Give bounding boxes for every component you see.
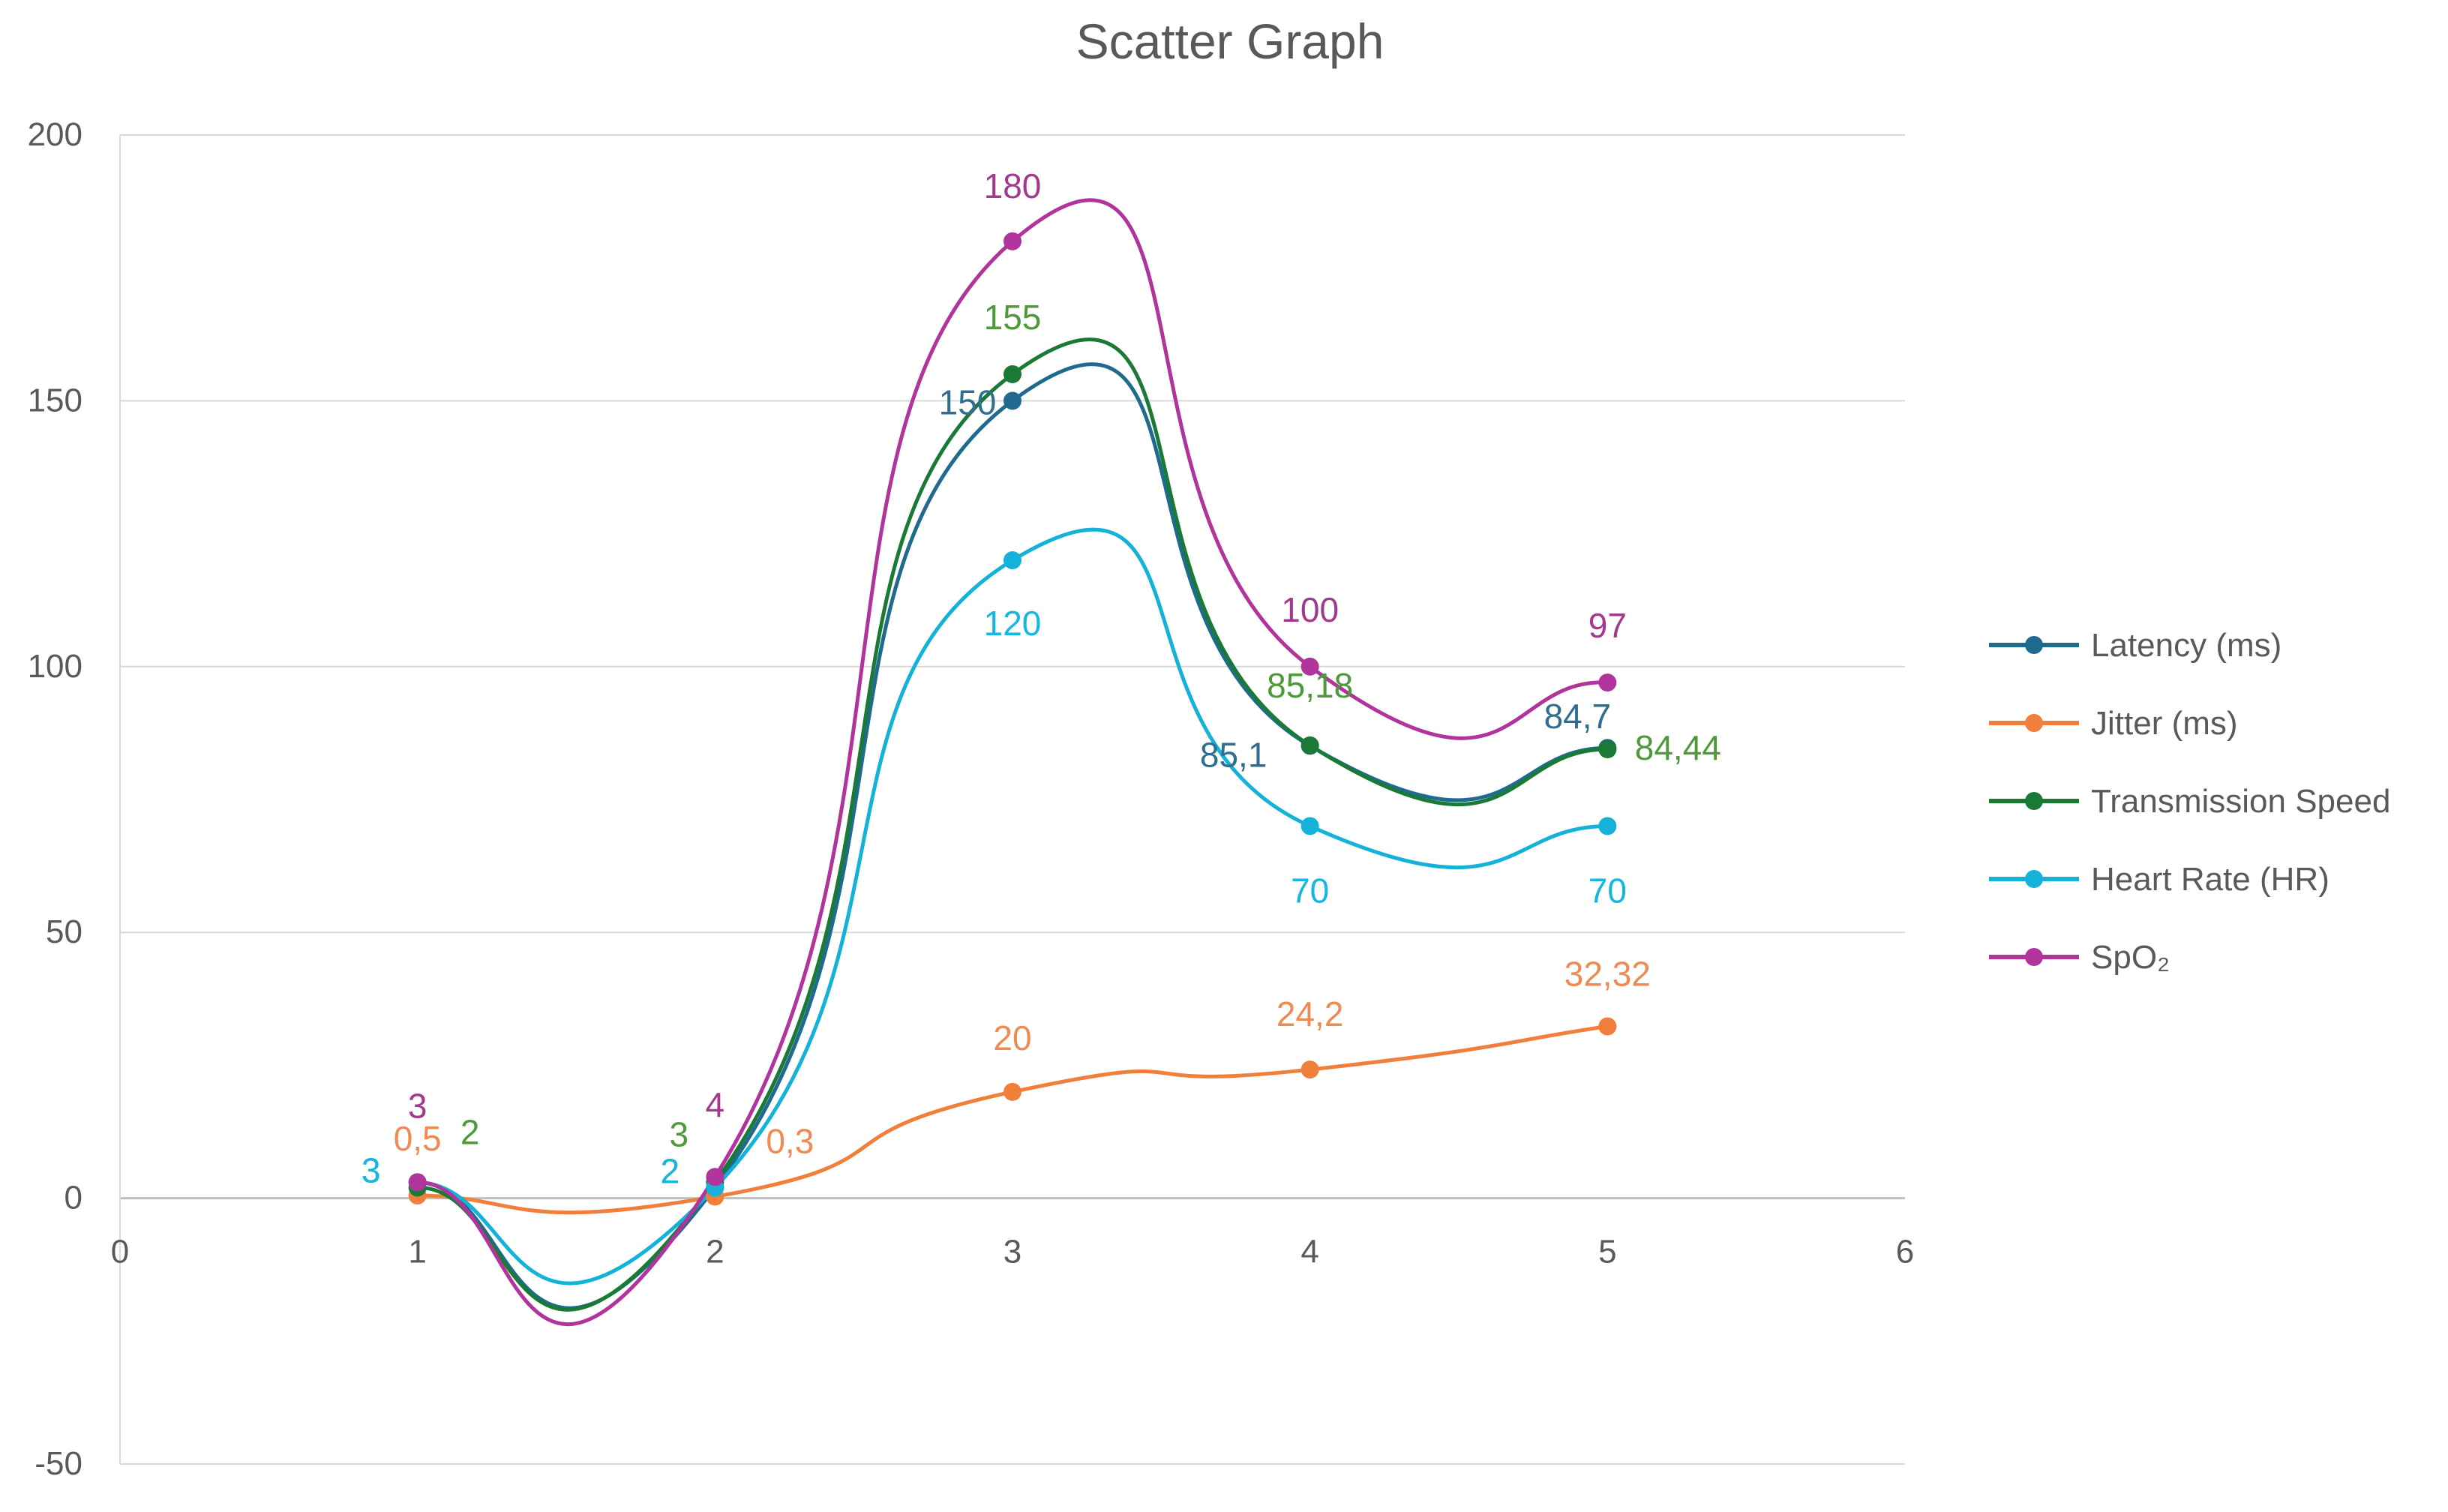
data-point bbox=[1300, 1060, 1319, 1079]
data-point bbox=[1004, 392, 1022, 410]
data-label: 70 bbox=[1291, 871, 1329, 910]
x-tick-label: 6 bbox=[1896, 1234, 1914, 1270]
y-tick-label: 200 bbox=[28, 116, 82, 153]
legend-label: Heart Rate (HR) bbox=[2091, 861, 2330, 898]
y-tick-label: 50 bbox=[46, 914, 82, 950]
legend-label: SpO₂ bbox=[2091, 939, 2170, 976]
x-tick-label: 0 bbox=[111, 1234, 129, 1270]
data-label: 84,44 bbox=[1635, 728, 1721, 767]
series-line-4 bbox=[417, 198, 1608, 1326]
data-point bbox=[1004, 232, 1022, 250]
data-label: 24,2 bbox=[1276, 994, 1344, 1034]
legend-marker bbox=[2025, 636, 2043, 654]
data-label: 97 bbox=[1588, 606, 1627, 645]
data-point bbox=[1300, 817, 1319, 836]
series-line-3 bbox=[417, 527, 1608, 1286]
data-point bbox=[1004, 551, 1022, 570]
series-line-0 bbox=[417, 362, 1608, 1310]
data-label: 3 bbox=[362, 1150, 381, 1190]
legend-marker bbox=[2025, 870, 2043, 888]
data-point bbox=[1598, 740, 1617, 759]
data-label: 100 bbox=[1281, 590, 1339, 629]
data-label: 2 bbox=[460, 1112, 480, 1151]
data-label: 155 bbox=[984, 298, 1042, 337]
x-tick-label: 3 bbox=[1004, 1234, 1022, 1270]
data-label: 2 bbox=[661, 1151, 680, 1190]
y-tick-label: 0 bbox=[64, 1180, 82, 1216]
data-label: 120 bbox=[984, 604, 1042, 643]
data-label: 85,1 bbox=[1200, 735, 1268, 774]
data-point bbox=[1004, 364, 1022, 383]
data-point bbox=[1300, 657, 1319, 676]
x-tick-label: 5 bbox=[1598, 1234, 1616, 1270]
chart-title: Scatter Graph bbox=[1076, 14, 1384, 69]
legend-label: Jitter (ms) bbox=[2091, 705, 2238, 742]
data-label: 20 bbox=[993, 1018, 1031, 1058]
data-point bbox=[408, 1173, 427, 1192]
series-points bbox=[408, 232, 1617, 1206]
data-label: 3 bbox=[362, 1150, 381, 1190]
legend-marker bbox=[2025, 792, 2043, 810]
legend-label: Latency (ms) bbox=[2091, 627, 2282, 664]
series-line-2 bbox=[417, 338, 1608, 1312]
data-label: 2 bbox=[661, 1151, 680, 1190]
y-tick-label: -50 bbox=[34, 1445, 82, 1482]
x-tick-label: 1 bbox=[408, 1234, 426, 1270]
data-label: 3 bbox=[408, 1086, 428, 1125]
data-label: 0,5 bbox=[394, 1119, 442, 1158]
data-point bbox=[1598, 817, 1617, 836]
data-label: 180 bbox=[984, 166, 1042, 206]
x-tick-label: 4 bbox=[1300, 1234, 1318, 1270]
y-tick-label: 100 bbox=[28, 648, 82, 685]
data-point bbox=[1598, 1017, 1617, 1036]
data-point bbox=[1598, 674, 1617, 692]
legend-marker bbox=[2025, 948, 2043, 966]
data-label: 84,7 bbox=[1544, 697, 1612, 736]
data-point bbox=[1300, 736, 1319, 754]
y-tick-label: 150 bbox=[28, 382, 82, 418]
data-label: 3 bbox=[670, 1114, 689, 1154]
legend-marker bbox=[2025, 714, 2043, 732]
data-point bbox=[706, 1168, 724, 1186]
data-point bbox=[1004, 1082, 1022, 1101]
data-label: 0,3 bbox=[766, 1121, 814, 1160]
legend-label: Transmission Speed bbox=[2091, 783, 2390, 820]
data-label: 150 bbox=[939, 382, 997, 422]
legend: Latency (ms) Jitter (ms) Transmission Spee… bbox=[1989, 627, 2390, 976]
data-label: 32,32 bbox=[1564, 955, 1651, 994]
data-label: 85,18 bbox=[1267, 666, 1353, 705]
data-label: 70 bbox=[1588, 871, 1627, 910]
data-label: 4 bbox=[706, 1085, 725, 1124]
x-tick-label: 2 bbox=[706, 1234, 724, 1270]
